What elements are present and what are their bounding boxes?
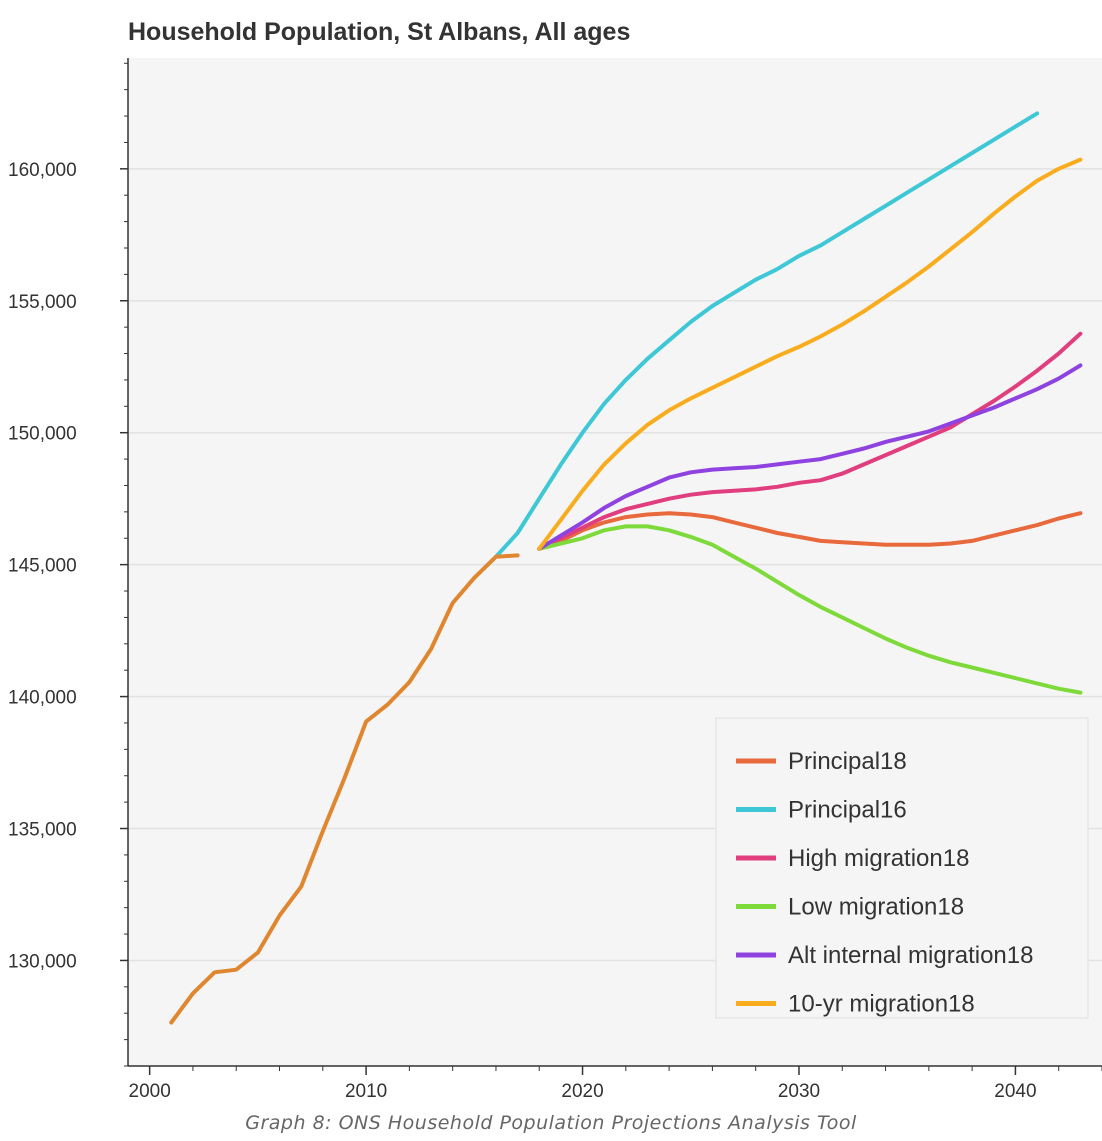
y-tick-label: 155,000 [8,292,77,313]
y-tick-label: 140,000 [8,688,77,709]
series-line-principal18 [537,511,1083,551]
legend-box [715,717,1089,1019]
series-line-10-yr-migration18 [537,157,1083,551]
y-tick-label: 135,000 [8,820,77,841]
series-line-historical [169,553,520,1025]
x-tick-label: 2010 [345,1081,387,1102]
series-line-principal16 [494,111,1040,559]
y-tick-label: 130,000 [8,951,77,972]
y-tick-label: 160,000 [8,160,77,181]
gridlines [128,168,1102,962]
y-tick-label: 150,000 [8,424,77,445]
x-tick-label: 2020 [561,1081,603,1102]
x-tick-label: 2040 [994,1081,1036,1102]
series-line-low-migration18 [537,524,1083,695]
series-line-alt-internal-migration18 [537,363,1083,551]
legend: Principal18 Principal16 High migration18 Lo… [715,717,1089,1019]
chart-title: Household Population, St Albans, All age… [128,18,630,46]
legend-label: Principal18 [788,748,907,775]
axes: 130,000 135,000 140,000 145,000 150,000 155,0… [8,58,1102,1102]
legend-label: Alt internal migration18 [788,942,1033,969]
series-line-high-migration18 [537,331,1083,551]
figure-caption: Graph 8: ONS Household Population Projec… [245,1112,857,1134]
x-tick-label: 2030 [778,1081,820,1102]
series-lines [169,111,1083,1025]
chart: Household Population, St Albans, All age… [8,18,1102,1102]
legend-label: High migration18 [788,845,969,872]
y-tick-label: 145,000 [8,556,77,577]
legend-label: 10-yr migration18 [788,991,975,1018]
legend-label: Principal16 [788,797,907,824]
x-tick-label: 2000 [129,1081,171,1102]
legend-label: Low migration18 [788,894,964,921]
